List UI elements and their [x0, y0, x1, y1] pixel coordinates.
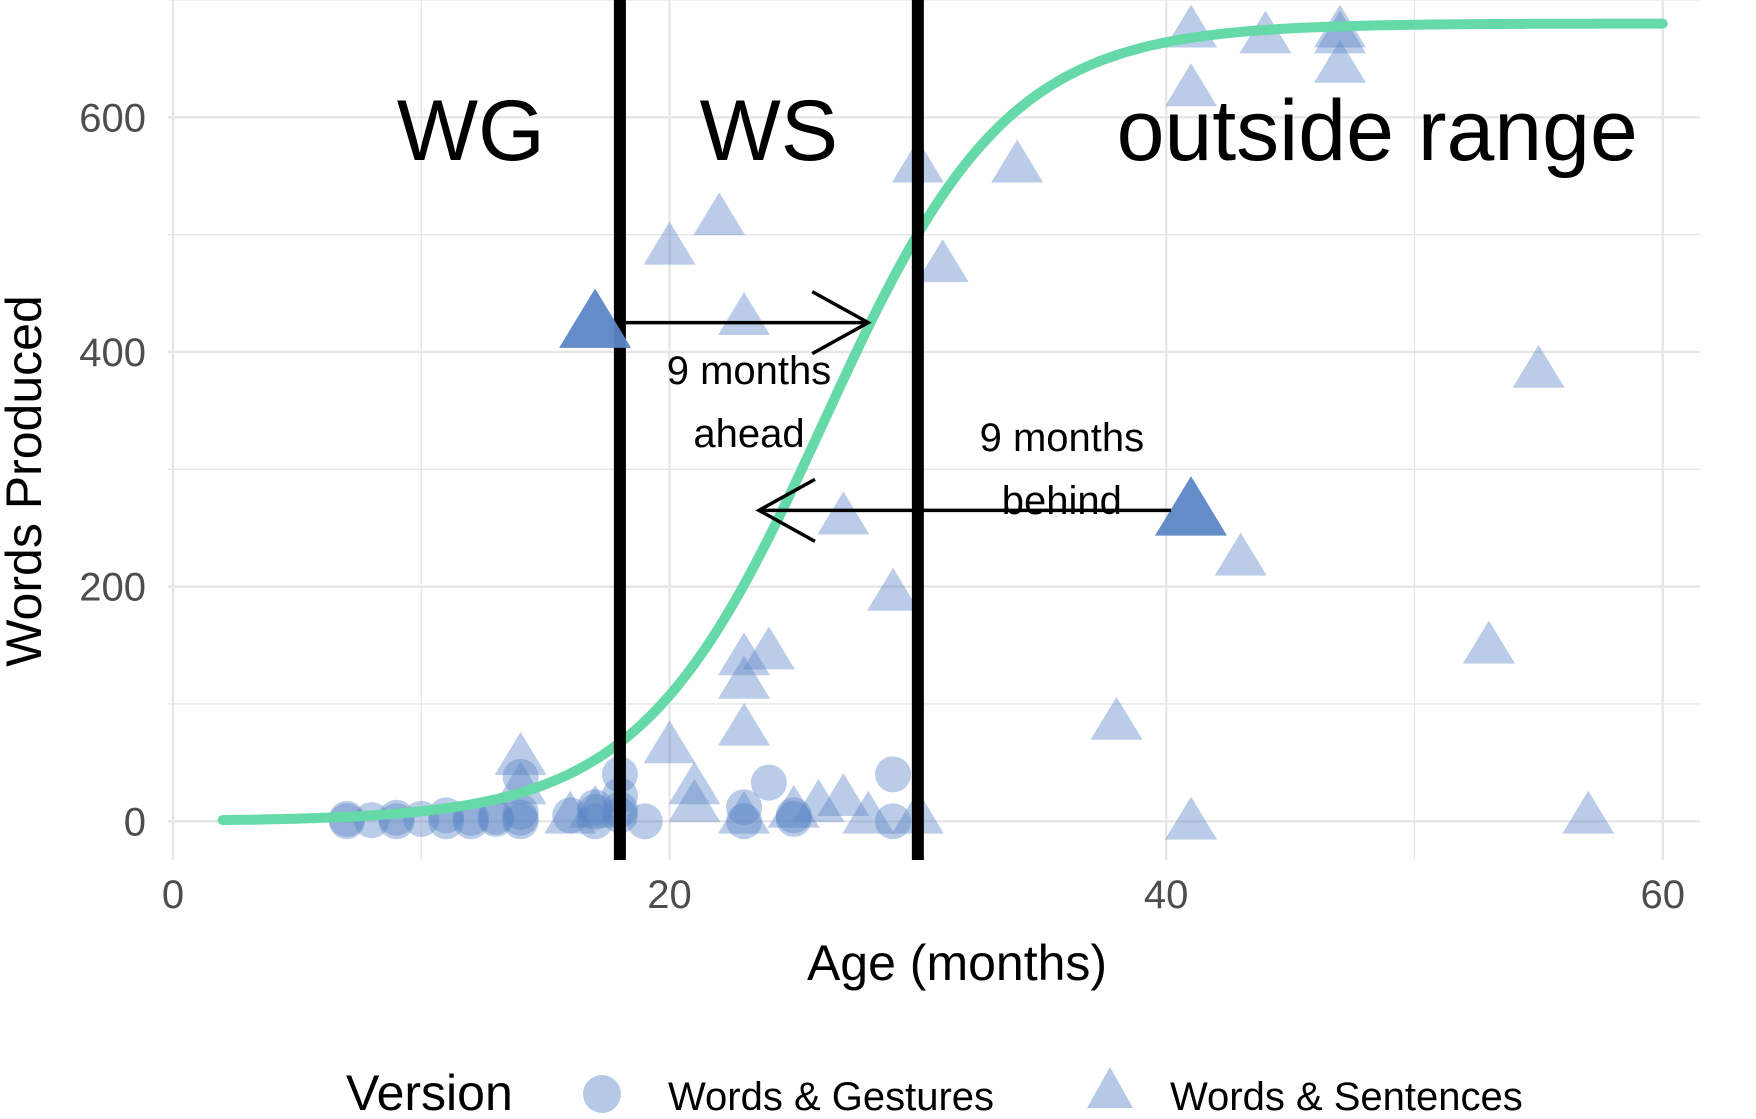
region-label: WG: [397, 83, 545, 179]
data-point-triangle: [544, 790, 597, 834]
x-tick-label: 20: [647, 873, 692, 917]
data-point-triangle: [1313, 39, 1366, 83]
data-point-circle: [775, 800, 812, 837]
data-point-circle: [875, 756, 912, 793]
data-point-triangle: [1214, 532, 1267, 576]
data-point-triangle: [817, 773, 870, 817]
data-point-triangle: [1164, 796, 1217, 840]
highlighted-triangle: [559, 288, 632, 348]
data-point-circle: [577, 789, 614, 826]
data-point-triangle: [767, 784, 820, 828]
annotation-label-line2: behind: [1002, 479, 1122, 523]
data-point-triangle: [718, 702, 771, 746]
annotation-label-line1: 9 months: [667, 349, 832, 393]
data-point-triangle: [693, 192, 746, 236]
x-tick-label: 40: [1144, 873, 1189, 917]
data-point-circle: [875, 803, 912, 840]
y-tick-label: 0: [124, 800, 146, 844]
data-point-circle: [552, 797, 589, 834]
data-point-circle: [750, 764, 787, 801]
data-point-triangle: [569, 784, 622, 828]
data-point-circle: [502, 799, 539, 836]
data-point-circle: [477, 798, 514, 835]
data-point-triangle: [817, 491, 870, 535]
data-point-triangle: [668, 778, 721, 822]
data-point-circle: [452, 803, 489, 840]
annotations: 9 months ahead 9 months behind: [619, 290, 1172, 543]
highlighted-triangle: [1154, 476, 1227, 536]
data-point-circle: [726, 789, 763, 826]
region-labels: WG WS outside range: [397, 83, 1638, 179]
data-point-triangle: [1090, 696, 1143, 740]
legend-label-words-sentences: Words & Sentences: [1170, 1075, 1523, 1119]
legend-circle-icon: [583, 1075, 621, 1113]
data-point-triangle: [916, 239, 969, 283]
data-point-triangle: [991, 139, 1044, 183]
fit-curve: [217, 18, 1668, 826]
data-point-triangle: [1164, 63, 1217, 107]
data-point-triangle: [842, 790, 895, 834]
grid: [168, 0, 1700, 860]
y-axis-title: Words Produced: [0, 295, 52, 666]
x-tick-label: 0: [162, 873, 184, 917]
legend-title: Version: [346, 1065, 513, 1119]
highlighted-points: [559, 288, 1227, 536]
data-point-circle: [577, 793, 614, 830]
data-point-triangle: [1562, 790, 1615, 834]
region-label: WS: [700, 83, 839, 179]
data-point-triangle: [1313, 10, 1366, 54]
legend-label-words-gestures: Words & Gestures: [668, 1075, 994, 1119]
data-point-triangle: [643, 221, 696, 265]
data-point-triangle: [718, 292, 771, 335]
y-tick-label: 200: [79, 566, 146, 610]
y-tick-label: 400: [79, 331, 146, 375]
data-point-triangle: [792, 778, 845, 822]
data-point-circle: [577, 803, 614, 840]
y-tick-label: 600: [79, 96, 146, 140]
data-point-triangle: [867, 567, 920, 611]
data-point-circle: [626, 803, 663, 840]
legend: Version Words & Gestures Words & Sentenc…: [346, 1065, 1523, 1119]
data-point-circle: [477, 800, 514, 837]
data-point-circle: [775, 797, 812, 834]
data-point-triangle: [742, 626, 795, 670]
data-point-circle: [502, 793, 539, 830]
data-point-triangle: [494, 732, 547, 775]
x-axis-title: Age (months): [807, 935, 1107, 991]
arrow-head: [755, 477, 816, 543]
data-point-triangle: [718, 632, 771, 676]
logistic-curve: [217, 18, 1668, 826]
legend-triangle-icon: [1087, 1067, 1133, 1108]
data-point-circle: [726, 803, 763, 840]
data-point-triangle: [668, 761, 721, 805]
region-label: outside range: [1117, 83, 1638, 179]
data-point-triangle: [643, 720, 696, 764]
data-point-triangle: [718, 655, 771, 699]
annotation-label-line2: ahead: [693, 412, 804, 456]
data-point-circle: [502, 803, 539, 840]
annotation-label-line1: 9 months: [980, 416, 1145, 460]
x-tick-label: 60: [1641, 873, 1686, 917]
arrow-head: [811, 290, 872, 356]
data-point-triangle: [1462, 620, 1515, 664]
range-dividers: [613, 0, 924, 860]
data-point-triangle: [1512, 344, 1565, 388]
data-point-triangle: [718, 790, 771, 834]
